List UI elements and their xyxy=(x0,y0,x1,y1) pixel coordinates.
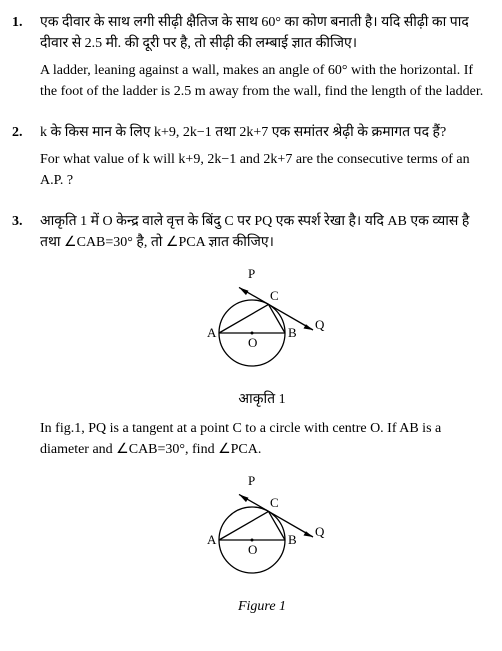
label-C: C xyxy=(270,288,279,303)
q1-english: A ladder, leaning against a wall, makes … xyxy=(40,60,484,102)
q1-hindi: एक दीवार के साथ लगी सीढ़ी क्षैतिज के साथ… xyxy=(40,12,484,54)
label-O-2: O xyxy=(248,542,257,557)
question-2: 2. k के किस मान के लिए k+9, 2k−1 तथा 2k+… xyxy=(12,122,484,197)
figure-1-hindi: P C Q A B O xyxy=(40,261,484,383)
q3-content: आकृति 1 में O केन्द्र वाले वृत्त के बिंद… xyxy=(40,211,484,625)
question-3: 3. आकृति 1 में O केन्द्र वाले वृत्त के ब… xyxy=(12,211,484,625)
q3-number: 3. xyxy=(12,211,40,625)
label-O: O xyxy=(248,335,257,350)
q2-hindi: k के किस मान के लिए k+9, 2k−1 तथा 2k+7 ए… xyxy=(40,122,484,143)
q2-number: 2. xyxy=(12,122,40,197)
label-Q-2: Q xyxy=(315,524,325,539)
q1-content: एक दीवार के साथ लगी सीढ़ी क्षैतिज के साथ… xyxy=(40,12,484,108)
q1-number: 1. xyxy=(12,12,40,108)
q3-hindi: आकृति 1 में O केन्द्र वाले वृत्त के बिंद… xyxy=(40,211,484,253)
figure-caption-english: Figure 1 xyxy=(40,596,484,617)
label-P-2: P xyxy=(248,473,255,488)
q2-content: k के किस मान के लिए k+9, 2k−1 तथा 2k+7 ए… xyxy=(40,122,484,197)
q2-english: For what value of k will k+9, 2k−1 and 2… xyxy=(40,149,484,191)
label-P: P xyxy=(248,266,255,281)
label-Q: Q xyxy=(315,317,325,332)
label-C-2: C xyxy=(270,495,279,510)
figure-1-english: P C Q A B O xyxy=(40,468,484,590)
figure-caption-hindi: आकृति 1 xyxy=(40,389,484,410)
circle-tangent-diagram: P C Q A B O xyxy=(177,261,347,376)
label-A: A xyxy=(207,325,217,340)
q3-english: In fig.1, PQ is a tangent at a point C t… xyxy=(40,418,484,460)
circle-tangent-diagram-2: P C Q A B O xyxy=(177,468,347,583)
question-1: 1. एक दीवार के साथ लगी सीढ़ी क्षैतिज के … xyxy=(12,12,484,108)
label-B: B xyxy=(288,325,297,340)
